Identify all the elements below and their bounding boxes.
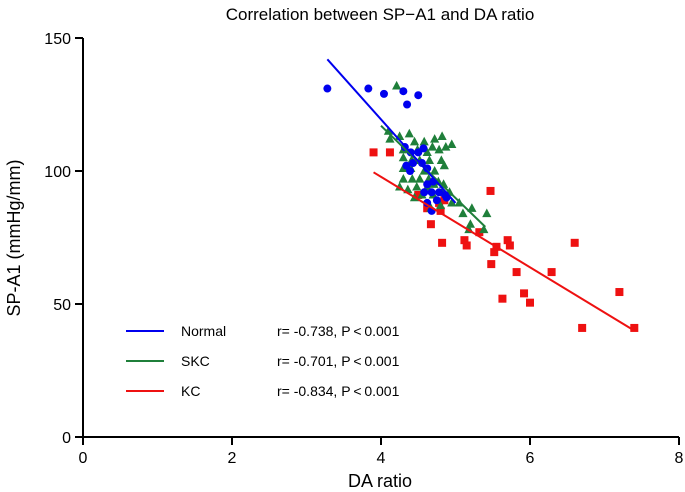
point-skc — [447, 197, 457, 207]
point-skc — [398, 152, 408, 162]
legend: Normal r= -0.738, P < 0.001 SKC r= -0.70… — [126, 323, 400, 399]
y-tick-label: 100 — [44, 164, 71, 181]
point-normal — [417, 159, 426, 168]
point-skc — [447, 139, 457, 148]
point-kc — [570, 238, 579, 247]
chart-title: Correlation between SP−A1 and DA ratio — [226, 5, 535, 24]
point-skc — [412, 181, 422, 191]
fit-lines — [326, 58, 635, 332]
point-skc — [383, 126, 394, 135]
ticks: 0 2 4 6 8 0 50 100 150 — [44, 31, 683, 467]
point-skc — [392, 80, 402, 90]
fit-line-normal — [326, 58, 457, 204]
point-skc — [441, 142, 451, 151]
point-kc — [526, 298, 534, 307]
point-skc — [430, 166, 440, 175]
y-tick-label: 50 — [53, 297, 71, 314]
point-normal — [323, 84, 332, 93]
point-kc — [436, 206, 445, 215]
point-skc — [398, 173, 408, 183]
axes — [82, 38, 679, 438]
point-normal — [419, 144, 428, 153]
legend-label-kc: KC — [181, 383, 200, 399]
point-kc — [487, 260, 496, 269]
point-kc — [503, 236, 512, 245]
point-kc — [512, 268, 521, 277]
y-tick-label: 150 — [44, 31, 71, 48]
point-normal — [379, 89, 388, 98]
point-kc — [426, 220, 435, 229]
x-tick-label: 8 — [675, 450, 684, 467]
y-tick-label: 0 — [62, 430, 71, 447]
point-normal — [403, 100, 412, 109]
point-skc — [436, 155, 446, 164]
x-axis-label: DA ratio — [348, 471, 412, 491]
point-skc — [465, 219, 475, 228]
point-kc — [498, 294, 507, 303]
legend-stats-kc: r= -0.834, P < 0.001 — [277, 383, 400, 399]
legend-entry-normal: Normal r= -0.738, P < 0.001 — [126, 323, 400, 339]
point-skc — [419, 136, 429, 146]
point-skc — [404, 128, 414, 138]
point-kc — [462, 241, 471, 250]
point-normal — [399, 87, 408, 96]
point-normal — [414, 91, 423, 100]
point-kc — [414, 190, 423, 199]
point-kc — [630, 323, 639, 332]
legend-entry-kc: KC r= -0.834, P < 0.001 — [126, 383, 400, 399]
point-kc — [423, 204, 432, 213]
legend-stats-normal: r= -0.738, P < 0.001 — [277, 323, 400, 339]
point-normal — [432, 196, 441, 205]
point-normal — [423, 180, 432, 189]
point-kc — [385, 148, 394, 157]
point-kc — [615, 288, 624, 297]
point-kc — [547, 268, 556, 277]
point-skc — [430, 134, 440, 143]
point-normal — [409, 159, 418, 168]
data-points — [323, 80, 639, 332]
legend-label-normal: Normal — [181, 323, 226, 339]
point-skc — [407, 173, 417, 183]
x-tick-label: 6 — [526, 450, 535, 467]
point-skc — [479, 224, 489, 234]
point-skc — [422, 147, 432, 156]
fit-line-kc — [373, 171, 635, 332]
point-kc — [578, 323, 587, 332]
x-tick-label: 4 — [377, 450, 386, 467]
point-skc — [482, 208, 492, 218]
point-kc — [475, 228, 484, 237]
point-kc — [486, 186, 495, 195]
point-normal — [406, 167, 415, 175]
point-kc — [520, 289, 529, 298]
point-skc — [385, 134, 395, 143]
point-skc — [434, 144, 444, 154]
point-skc — [409, 136, 420, 146]
y-axis-label: SP-A1 (mmHg/mm) — [4, 160, 24, 317]
point-kc — [460, 236, 469, 245]
point-kc — [369, 148, 378, 157]
point-normal — [420, 188, 429, 197]
point-skc — [424, 155, 435, 164]
point-normal — [364, 84, 373, 93]
point-normal — [423, 198, 432, 207]
point-normal — [435, 188, 444, 197]
fit-line-skc — [380, 125, 486, 228]
point-kc — [438, 238, 447, 247]
point-skc — [439, 160, 449, 170]
point-normal — [427, 188, 436, 197]
point-kc — [490, 248, 499, 257]
point-skc — [436, 200, 446, 210]
point-kc — [505, 241, 514, 250]
legend-stats-skc: r= -0.701, P < 0.001 — [277, 353, 400, 369]
point-skc — [467, 203, 477, 212]
x-tick-label: 0 — [79, 450, 88, 467]
legend-entry-skc: SKC r= -0.701, P < 0.001 — [126, 353, 400, 369]
point-skc — [437, 131, 447, 141]
point-skc — [458, 208, 468, 218]
x-tick-label: 2 — [228, 450, 237, 467]
legend-label-skc: SKC — [181, 353, 210, 369]
point-skc — [427, 142, 438, 151]
point-skc — [415, 173, 425, 183]
